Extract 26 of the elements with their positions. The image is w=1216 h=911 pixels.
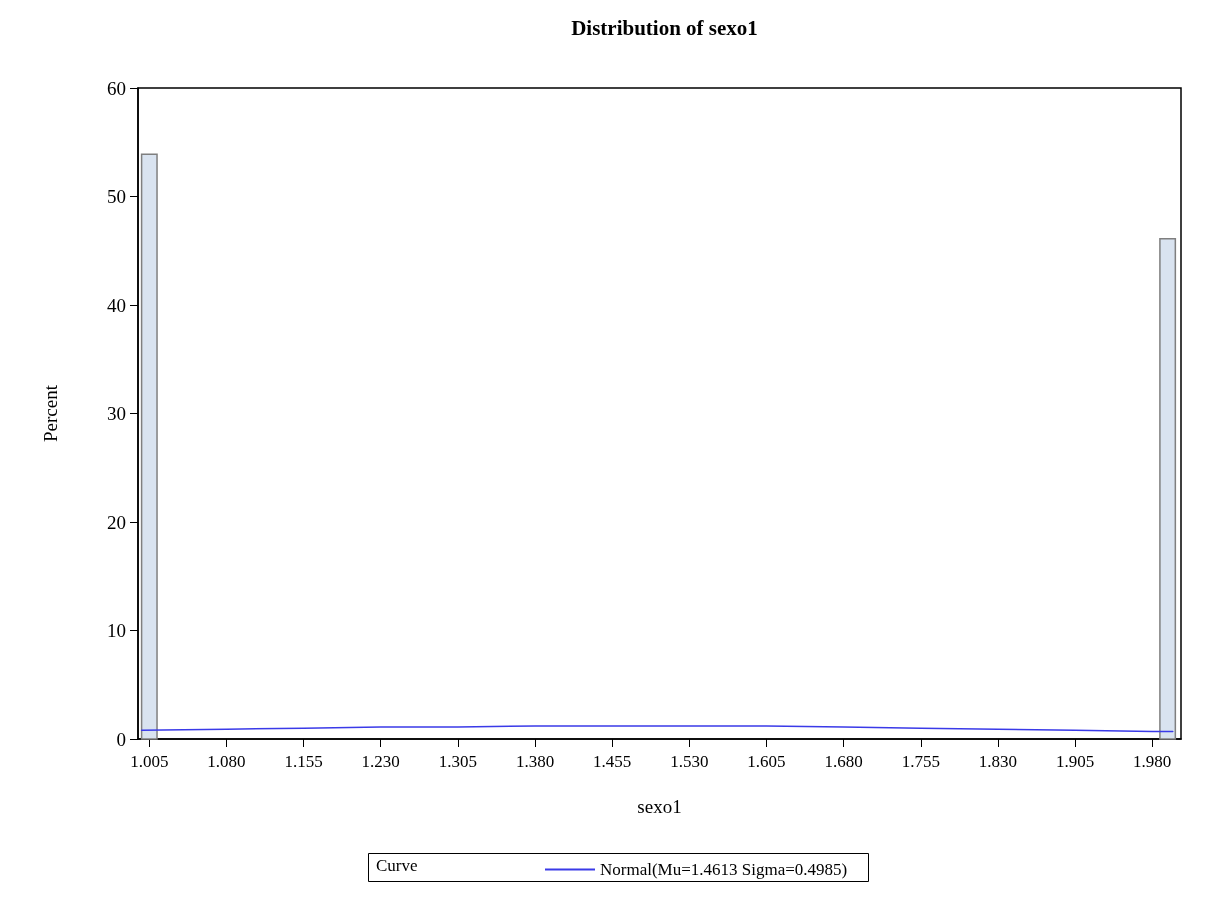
x-tick-label: 1.755 xyxy=(901,752,940,771)
chart-title: Distribution of sexo1 xyxy=(571,15,758,40)
x-tick-label: 1.830 xyxy=(978,752,1018,771)
y-axis-title: Percent xyxy=(40,384,61,442)
x-tick-label: 1.230 xyxy=(361,752,400,771)
x-tick-label: 1.305 xyxy=(438,752,478,771)
x-tick-label: 1.080 xyxy=(207,752,246,771)
y-tick-label: 0 xyxy=(116,728,126,750)
y-tick-label: 50 xyxy=(107,186,126,207)
x-tick-label: 1.905 xyxy=(1055,752,1095,771)
x-tick-label: 1.530 xyxy=(670,752,709,771)
x-tick-label: 1.005 xyxy=(130,752,169,771)
x-tick-label: 1.155 xyxy=(284,752,323,771)
x-tick-label: 1.980 xyxy=(1133,752,1172,771)
x-tick-label: 1.680 xyxy=(824,752,863,771)
legend-title: Curve xyxy=(376,856,418,875)
y-tick-label: 10 xyxy=(107,620,126,641)
y-tick-label: 20 xyxy=(107,511,126,533)
x-axis-title: sexo1 xyxy=(637,796,682,817)
y-tick-label: 30 xyxy=(107,403,126,424)
y-tick-label: 40 xyxy=(107,294,126,316)
legend-label: Normal(Mu=1.4613 Sigma=0.4985) xyxy=(600,860,848,879)
x-tick-label: 1.605 xyxy=(747,752,786,771)
x-tick-label: 1.455 xyxy=(593,752,632,771)
y-tick-label: 60 xyxy=(107,77,126,99)
x-tick-label: 1.380 xyxy=(515,752,555,771)
